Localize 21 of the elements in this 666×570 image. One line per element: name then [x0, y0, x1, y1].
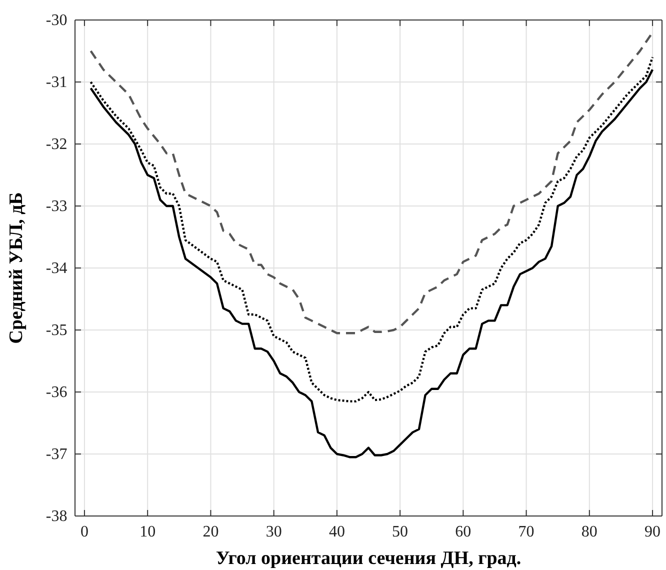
x-tick-label: 0 [80, 524, 88, 541]
y-tick-label: -35 [46, 322, 68, 340]
x-tick-label: 80 [581, 524, 598, 541]
x-tick-label: 40 [328, 524, 345, 541]
y-tick-label: -38 [46, 508, 68, 526]
x-tick-label: 90 [644, 524, 661, 541]
y-tick-label: -36 [46, 384, 68, 402]
x-tick-label: 50 [392, 524, 408, 541]
y-tick-label: -37 [46, 446, 68, 464]
y-tick-label: -31 [46, 74, 68, 92]
y-tick-label: -30 [46, 12, 68, 30]
y-axis-title: Средний УБЛ, дБ [6, 192, 27, 344]
y-tick-label: -33 [46, 198, 68, 216]
x-tick-label: 30 [266, 524, 282, 541]
y-tick-label: -34 [46, 260, 68, 278]
y-tick-label: -32 [46, 136, 68, 154]
x-axis-title: Угол ориентации сечения ДН, град. [216, 548, 522, 569]
x-tick-label: 20 [202, 524, 219, 541]
x-tick-label: 70 [518, 524, 534, 541]
x-tick-label: 60 [455, 524, 472, 541]
x-tick-label: 10 [140, 524, 156, 541]
